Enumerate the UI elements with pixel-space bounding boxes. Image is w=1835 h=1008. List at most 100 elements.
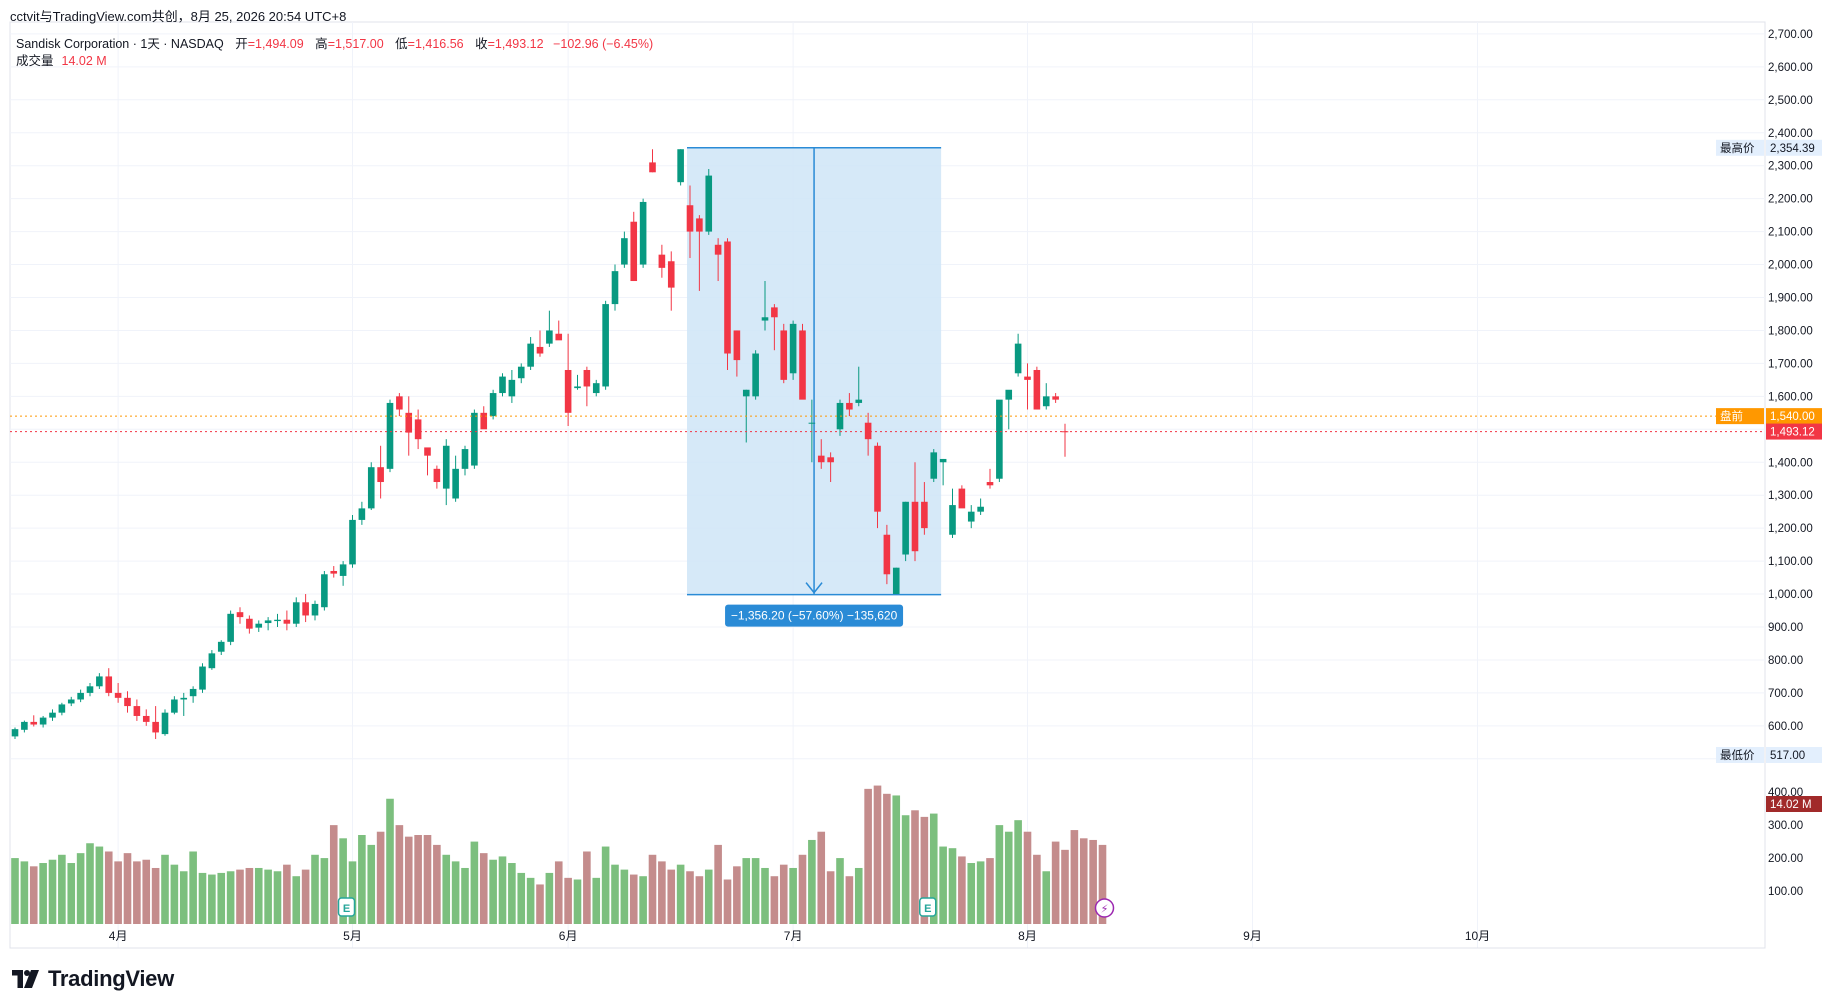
- volume-bar: [1033, 854, 1041, 924]
- candle-body: [1052, 396, 1059, 400]
- volume-tick-label: 100.00: [1768, 886, 1803, 898]
- price-tick-label: 2,500.00: [1768, 95, 1813, 107]
- price-tick-label: 1,300.00: [1768, 490, 1813, 502]
- source-attribution: cctvit与TradingView.com共创，8月 25, 2026 20:…: [10, 9, 347, 24]
- volume-bar: [864, 788, 872, 924]
- volume-bar: [170, 864, 179, 924]
- dividend-flash-icon[interactable]: [1094, 898, 1115, 918]
- candle-body: [49, 712, 56, 718]
- tradingview-logo-icon: [12, 970, 39, 988]
- candle-body: [339, 564, 347, 576]
- time-tick-label: 5月: [343, 929, 362, 943]
- time-tick-label: 10月: [1465, 929, 1490, 943]
- high-price-badge-bg: [1766, 139, 1822, 156]
- price-tick-label: 700.00: [1768, 688, 1803, 700]
- candle-body: [771, 307, 778, 318]
- volume-bar: [179, 871, 188, 924]
- volume-bar: [404, 836, 413, 924]
- volume-bar: [892, 795, 901, 924]
- high-price-label: 最高价: [1720, 141, 1755, 155]
- candle-body: [349, 519, 356, 565]
- candle-body: [939, 458, 947, 463]
- volume-bar: [826, 871, 835, 924]
- volume-bar: [301, 869, 310, 924]
- candle-body: [424, 447, 431, 456]
- volume-bar: [695, 876, 704, 924]
- candle-body: [283, 619, 291, 624]
- last-price-badge-bg: [1766, 423, 1822, 440]
- candle-body: [377, 467, 384, 483]
- price-tick-label: 1,200.00: [1768, 523, 1813, 535]
- volume-bar: [929, 813, 938, 924]
- symbol-name[interactable]: Sandisk Corporation · 1天 · NASDAQ: [16, 37, 224, 51]
- volume-bar: [311, 854, 319, 924]
- tradingview-logo[interactable]: TradingView: [12, 966, 174, 992]
- price-tick-label: 2,700.00: [1768, 29, 1813, 41]
- volume-bar: [883, 793, 891, 924]
- volume-bar: [536, 884, 544, 924]
- candle-body: [189, 688, 197, 697]
- volume-bar: [676, 864, 685, 924]
- candle-body: [96, 676, 103, 687]
- candle-body: [583, 369, 591, 387]
- price-tick-label: 2,200.00: [1768, 194, 1813, 206]
- candle-body: [67, 699, 75, 704]
- volume-bar: [189, 851, 197, 924]
- premarket-badge: 1,540.00: [1770, 411, 1815, 423]
- close-label: 收: [475, 37, 488, 51]
- candle-body: [405, 412, 413, 433]
- volume-bar: [976, 861, 985, 924]
- earnings-marker-icon[interactable]: [337, 897, 356, 917]
- volume-bar: [11, 858, 19, 924]
- open-label: 开: [235, 37, 248, 51]
- candle-body: [246, 618, 253, 629]
- candle-body: [414, 419, 422, 440]
- candle-body: [986, 482, 994, 486]
- change-value: −102.96 (−6.45%): [553, 37, 654, 51]
- candle-body: [883, 534, 891, 575]
- candle-body: [227, 613, 234, 642]
- volume-bar: [911, 810, 919, 924]
- volume-bar: [1051, 841, 1060, 924]
- candle-body: [958, 488, 966, 509]
- volume-bar: [461, 867, 469, 924]
- volume-bar: [395, 825, 404, 924]
- price-tick-label: 1,600.00: [1768, 391, 1813, 403]
- candle-body: [677, 149, 684, 183]
- volume-bar: [995, 825, 1004, 924]
- volume-bar: [554, 861, 563, 924]
- low-value: =1,416.56: [407, 37, 464, 51]
- close-value: =1,493.12: [487, 37, 544, 51]
- earnings-marker-icon[interactable]: [919, 897, 937, 917]
- candle-body: [761, 317, 769, 321]
- high-value: =1,517.00: [327, 37, 384, 51]
- volume-bar: [479, 853, 488, 924]
- price-tick-label: 2,600.00: [1768, 62, 1813, 74]
- price-tick-label: 900.00: [1768, 622, 1803, 634]
- volume-bar: [123, 853, 132, 924]
- candle-body: [217, 641, 225, 652]
- volume-legend: 成交量 14.02 M: [16, 50, 107, 69]
- candle-body: [949, 505, 956, 535]
- volume-bar: [601, 846, 610, 924]
- candle-body: [1005, 389, 1013, 400]
- candle-body: [921, 501, 928, 529]
- candle-body: [714, 244, 722, 255]
- volume-bar: [779, 864, 788, 924]
- candle-body: [555, 333, 563, 341]
- volume-bar: [76, 853, 85, 924]
- volume-bar: [1079, 838, 1088, 924]
- volume-bar: [958, 856, 966, 924]
- volume-bar: [208, 874, 216, 924]
- volume-bar: [901, 815, 910, 924]
- candle-body: [752, 353, 759, 397]
- volume-bar: [517, 872, 526, 924]
- low-price-label: 最低价: [1720, 749, 1755, 762]
- volume-bar: [367, 844, 376, 924]
- candle-body: [536, 346, 544, 354]
- volume-value: 14.02 M: [61, 54, 107, 68]
- price-tick-label: 1,900.00: [1768, 293, 1813, 305]
- price-tick-label: 1,400.00: [1768, 457, 1813, 469]
- volume-bar: [114, 861, 122, 924]
